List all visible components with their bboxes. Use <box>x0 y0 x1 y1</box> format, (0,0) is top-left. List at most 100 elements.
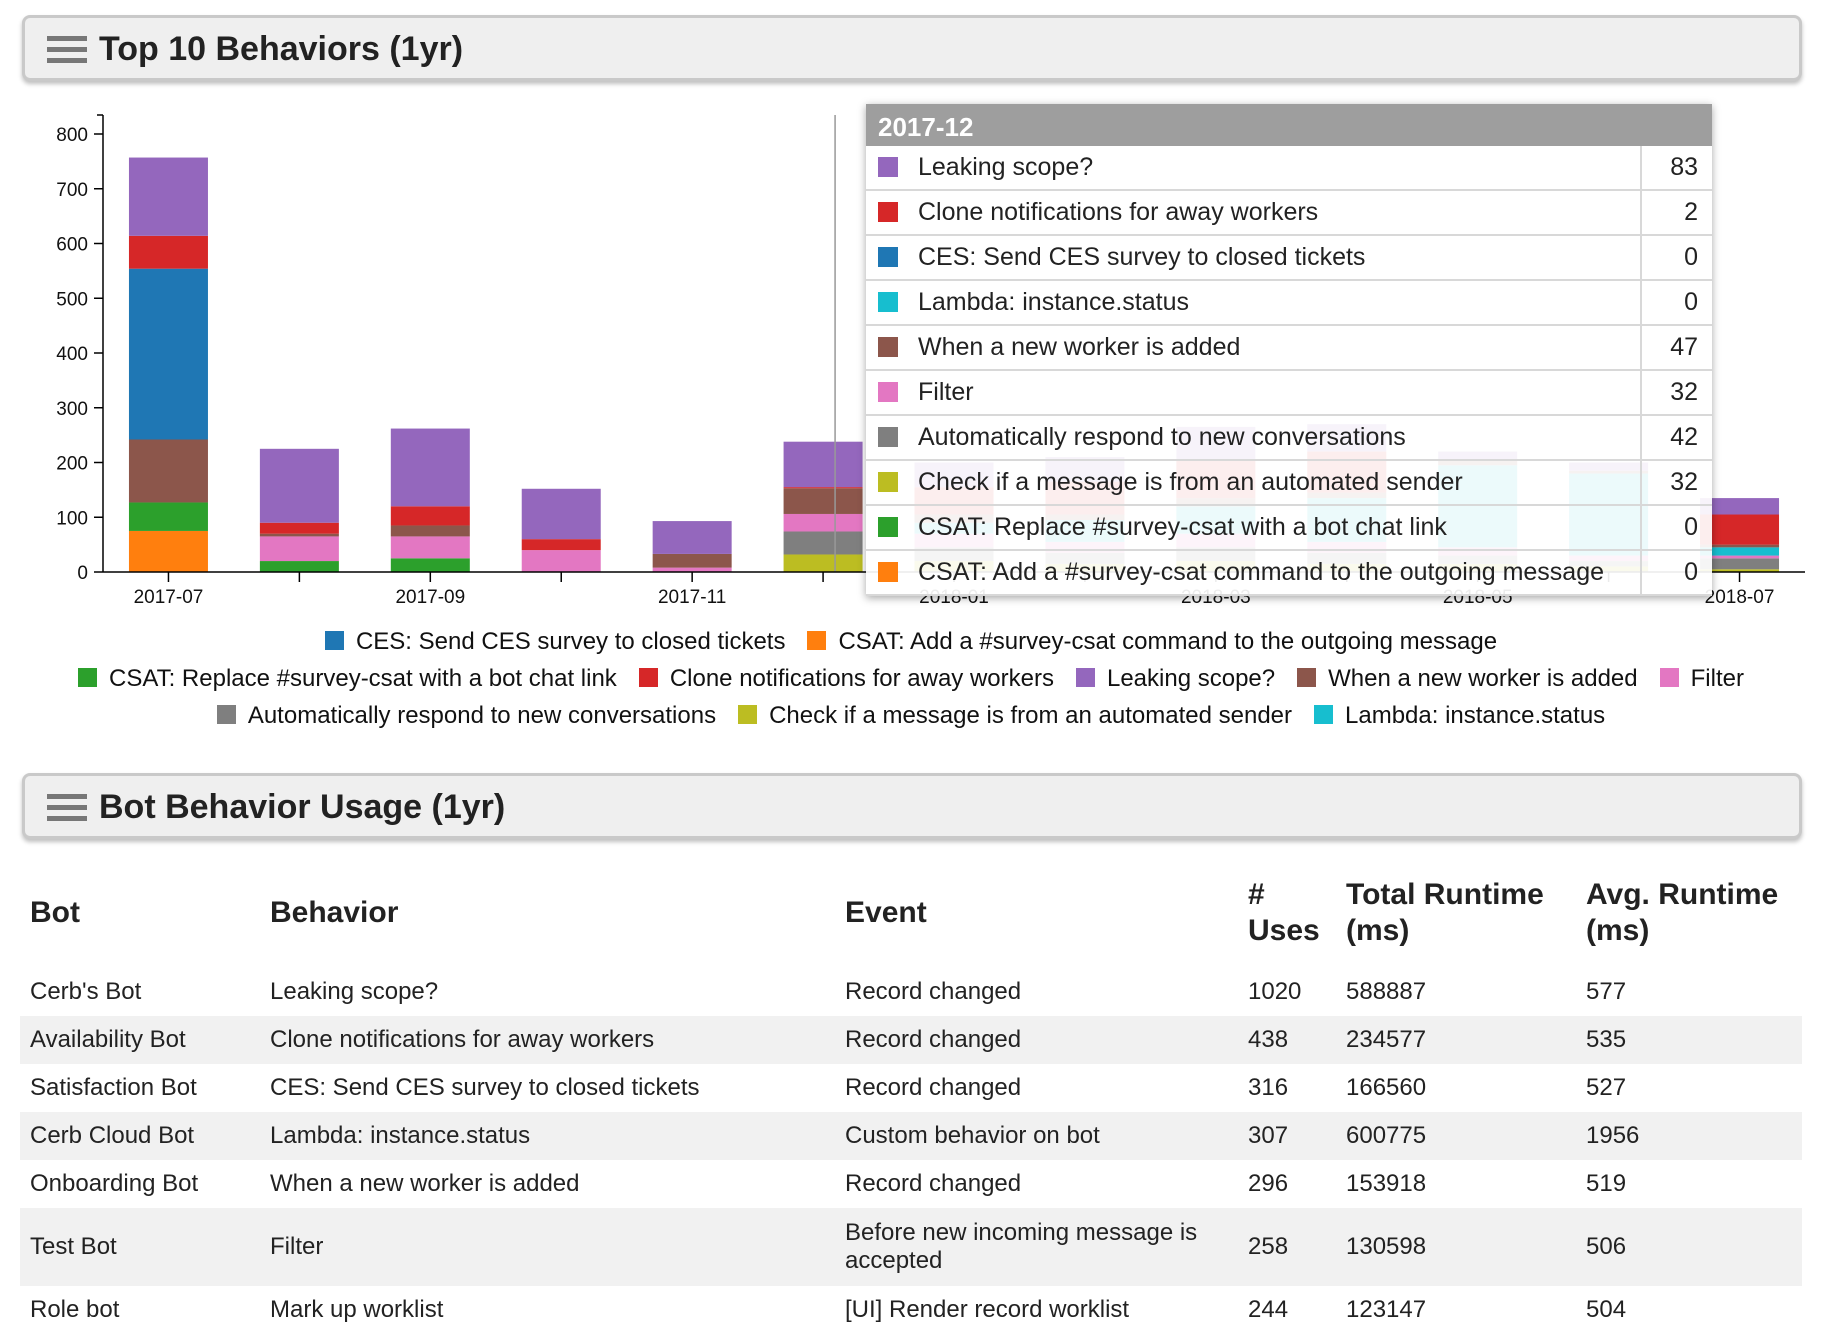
legend-item[interactable]: CSAT: Replace #survey-csat with a bot ch… <box>78 660 617 697</box>
tooltip-table: Leaking scope? 83 Clone notifications for … <box>866 146 1712 596</box>
tooltip-label: Leaking scope? <box>918 146 1641 191</box>
bar-segment[interactable] <box>1700 555 1780 559</box>
legend-label: Clone notifications for away workers <box>669 665 1054 692</box>
bar-segment[interactable] <box>128 502 208 531</box>
bar-segment[interactable] <box>259 522 339 534</box>
bar-segment[interactable] <box>1700 514 1780 545</box>
legend-swatch <box>807 631 827 650</box>
legend-item[interactable]: CES: Send CES survey to closed tickets <box>324 623 786 660</box>
legend-swatch <box>1659 668 1679 687</box>
bar-segment[interactable] <box>783 554 863 572</box>
column-header-behavior[interactable]: Behavior <box>270 896 399 929</box>
bar-segment[interactable] <box>652 553 732 568</box>
bar-segment[interactable] <box>259 448 339 523</box>
tooltip-swatch-cell <box>866 190 918 236</box>
bar-segment[interactable] <box>521 488 601 540</box>
chart-legend: CES: Send CES survey to closed tickets CS… <box>0 623 1822 734</box>
table-row: Availability Bot Clone notifications for… <box>20 1016 1802 1064</box>
hamburger-menu-icon[interactable] <box>47 36 87 66</box>
bar-segment[interactable] <box>652 521 732 554</box>
bar-segment[interactable] <box>783 513 863 532</box>
column-header-avg-line1: Avg. Runtime <box>1586 878 1779 911</box>
cell-bot: Availability Bot <box>20 1016 260 1064</box>
tooltip-label: Lambda: instance.status <box>918 280 1641 326</box>
bar-segment[interactable] <box>390 525 470 537</box>
tooltip-label: CES: Send CES survey to closed tickets <box>918 235 1641 281</box>
cell-total-runtime: 600775 <box>1336 1112 1576 1160</box>
bar-segment[interactable] <box>783 531 863 555</box>
bar-segment[interactable] <box>128 235 208 269</box>
column-header-avg-runtime[interactable]: Avg. Runtime (ms) <box>1576 858 1802 968</box>
legend-item[interactable]: Leaking scope? <box>1075 660 1275 697</box>
column-header-event[interactable]: Event <box>845 896 927 929</box>
tooltip-swatch-cell <box>866 146 918 191</box>
cell-uses: 307 <box>1238 1112 1336 1160</box>
y-tick-label: 100 <box>56 508 88 529</box>
cell-event: Record changed <box>845 978 1022 1005</box>
chart-tooltip: 2017-12 Leaking scope? 83 Clone notificati… <box>866 104 1712 596</box>
tooltip-value: 32 <box>1640 460 1712 506</box>
cell-event: Before new incoming message is accepted <box>835 1208 1238 1286</box>
legend-swatch <box>1297 668 1317 687</box>
bar-segment[interactable] <box>128 439 208 503</box>
bar-segment[interactable] <box>1700 547 1780 556</box>
cell-avg-runtime: 527 <box>1586 1074 1627 1101</box>
column-header-uses[interactable]: # Uses <box>1238 858 1336 968</box>
y-tick-label: 300 <box>56 399 88 420</box>
legend-item[interactable]: Filter <box>1659 660 1744 697</box>
bar-segment[interactable] <box>783 487 863 489</box>
bar-segment[interactable] <box>1700 498 1780 515</box>
tooltip-value: 2 <box>1640 190 1712 236</box>
legend-item[interactable]: Clone notifications for away workers <box>638 660 1054 697</box>
cell-total-runtime: 153918 <box>1346 1170 1427 1197</box>
bar-segment[interactable] <box>783 488 863 514</box>
bar-segment[interactable] <box>390 506 470 526</box>
bar-segment[interactable] <box>390 558 470 572</box>
column-header-total-runtime[interactable]: Total Runtime (ms) <box>1336 858 1576 968</box>
legend-item[interactable]: Automatically respond to new conversatio… <box>216 697 716 734</box>
bar-segment[interactable] <box>390 536 470 559</box>
top-behaviors-panel-header[interactable]: Top 10 Behaviors (1yr) <box>22 15 1802 81</box>
bar-segment[interactable] <box>1700 544 1780 548</box>
tooltip-swatch-cell <box>866 280 918 326</box>
x-tick-label: 2017-11 <box>658 587 726 608</box>
bar-segment[interactable] <box>521 550 601 572</box>
hamburger-menu-icon[interactable] <box>47 794 87 824</box>
bar-segment[interactable] <box>259 536 339 562</box>
bar-segment[interactable] <box>1700 558 1780 570</box>
legend-label: CES: Send CES survey to closed tickets <box>355 628 786 655</box>
cell-uses: 1020 <box>1248 978 1302 1005</box>
cell-event: [UI] Render record worklist <box>845 1296 1130 1323</box>
table-row: Onboarding Bot When a new worker is adde… <box>20 1160 1802 1208</box>
tooltip-swatch <box>878 247 898 267</box>
x-tick-label: 2018-07 <box>1705 587 1775 608</box>
column-header-total-line2: (ms) <box>1346 914 1410 947</box>
legend-swatch <box>216 705 236 724</box>
column-header-bot[interactable]: Bot <box>30 896 80 929</box>
legend-item[interactable]: CSAT: Add a #survey-csat command to the … <box>807 623 1497 660</box>
cell-uses: 438 <box>1238 1016 1336 1064</box>
bar-segment[interactable] <box>128 530 208 572</box>
bar-segment[interactable] <box>652 567 732 572</box>
bar-segment[interactable] <box>521 539 601 551</box>
table-row: Satisfaction Bot CES: Send CES survey to… <box>20 1064 1802 1112</box>
usage-panel-header[interactable]: Bot Behavior Usage (1yr) <box>22 773 1802 839</box>
legend-item[interactable]: When a new worker is added <box>1297 660 1638 697</box>
bar-segment[interactable] <box>390 428 470 507</box>
cell-behavior: Clone notifications for away workers <box>260 1016 835 1064</box>
cell-event: Record changed <box>845 1170 1022 1197</box>
legend-swatch <box>1075 668 1095 687</box>
legend-item[interactable]: Check if a message is from an automated … <box>738 697 1292 734</box>
cell-uses: 316 <box>1248 1074 1289 1101</box>
x-tick-label: 2017-09 <box>395 587 465 608</box>
y-tick-label: 600 <box>56 235 88 256</box>
bar-segment[interactable] <box>128 157 208 236</box>
bar-segment[interactable] <box>783 441 863 488</box>
tooltip-value: 32 <box>1640 370 1712 416</box>
legend-item[interactable]: Lambda: instance.status <box>1314 697 1605 734</box>
cell-bot: Onboarding Bot <box>30 1170 199 1197</box>
bar-segment[interactable] <box>1700 569 1780 572</box>
bar-segment[interactable] <box>259 533 339 537</box>
bar-segment[interactable] <box>128 268 208 440</box>
bar-segment[interactable] <box>259 561 339 572</box>
